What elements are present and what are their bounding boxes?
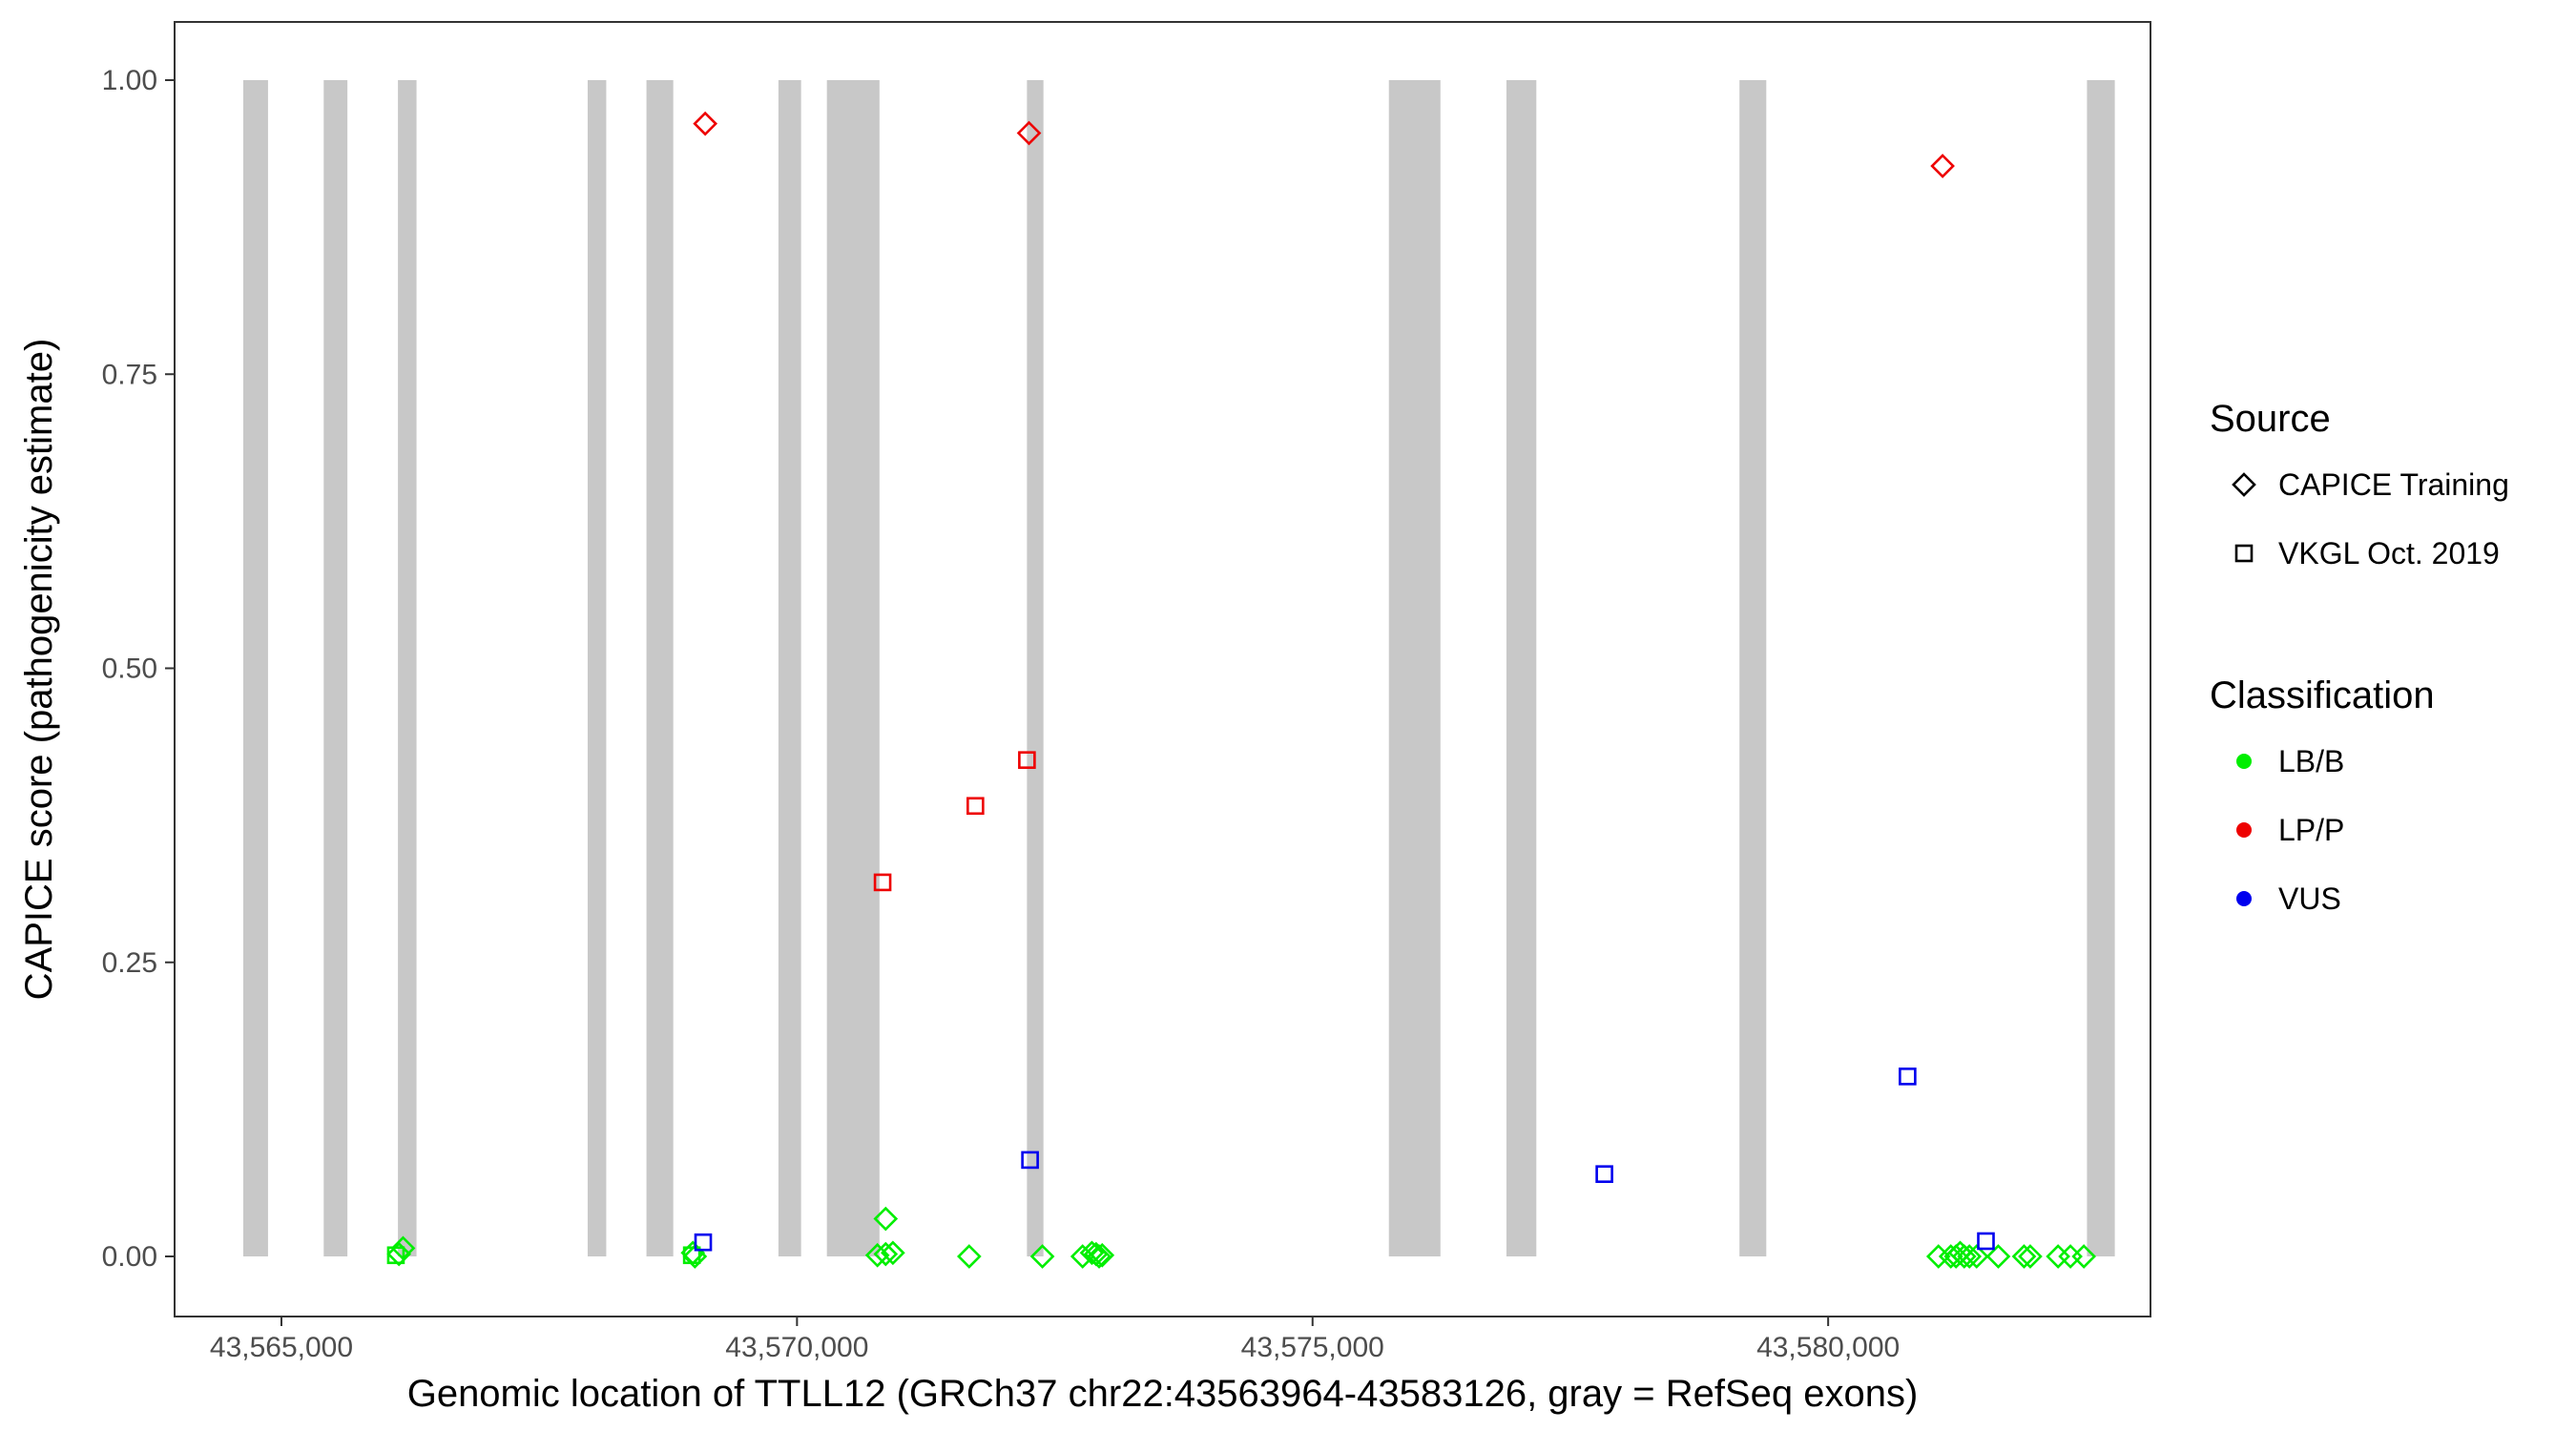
legend-source-title: Source (2210, 398, 2331, 440)
data-point-diamond (2071, 1244, 2097, 1269)
data-point-diamond (873, 1206, 899, 1232)
exon-band (2087, 80, 2115, 1256)
x-tick-label: 43,580,000 (1756, 1332, 1900, 1363)
exon-band (1739, 80, 1767, 1256)
legend-key-dot (2236, 822, 2252, 838)
data-point-diamond (1029, 1244, 1055, 1269)
data-point-square (1595, 1165, 1613, 1183)
data-point-diamond (1070, 1244, 1095, 1269)
y-axis-title: CAPICE score (pathogenicity estimate) (18, 339, 60, 1001)
data-point-diamond (873, 1241, 899, 1267)
data-point-square (966, 797, 985, 816)
data-point-diamond (1090, 1242, 1115, 1268)
y-tick-label: 0.25 (102, 947, 157, 979)
exon-band (1506, 80, 1537, 1256)
data-point-diamond (1087, 1244, 1111, 1269)
data-point-diamond (1016, 120, 1042, 146)
data-point-square (1899, 1068, 1917, 1086)
exon-bands (242, 80, 2115, 1256)
legend-class-title: Classification (2210, 674, 2435, 716)
exon-band (587, 80, 607, 1256)
data-points (386, 111, 2097, 1269)
legend-key-diamond (2232, 472, 2256, 497)
legend-class-entries: LB/B LP/P VUS (2236, 744, 2344, 916)
data-point-diamond (386, 1241, 412, 1267)
axes: 0.00 0.25 0.50 0.75 1.00 43,565,000 43,570,000… (102, 65, 1901, 1363)
legend-source-label: VKGL Oct. 2019 (2278, 536, 2500, 570)
y-tick-label: 0.75 (102, 359, 157, 390)
x-tick-label: 43,565,000 (210, 1332, 353, 1363)
exon-band (242, 80, 268, 1256)
exon-band (323, 80, 348, 1256)
data-point-square (873, 873, 892, 892)
data-point-diamond (957, 1244, 982, 1269)
exon-band (1388, 80, 1441, 1256)
legend-class-label: VUS (2278, 881, 2341, 916)
data-point-square (694, 1233, 713, 1252)
data-point-diamond (1963, 1244, 1989, 1269)
data-point-diamond (1957, 1244, 1983, 1269)
data-point-diamond (2011, 1244, 2037, 1269)
data-point-diamond (682, 1244, 708, 1269)
data-point-square (386, 1246, 405, 1265)
exon-band (398, 80, 417, 1256)
data-point-diamond (1930, 154, 1955, 178)
exon-band (646, 80, 674, 1256)
exon-band (778, 80, 801, 1256)
data-point-square (1021, 1151, 1039, 1170)
x-tick-label: 43,570,000 (725, 1332, 868, 1363)
legend-key-dot (2236, 754, 2252, 769)
legend-key-square (2234, 544, 2254, 563)
legend: Source CAPICE Training VKGL Oct. 2019 Cla… (2210, 398, 2509, 916)
data-point-diamond (881, 1240, 905, 1266)
legend-source-label: CAPICE Training (2278, 467, 2509, 502)
y-tick-label: 1.00 (102, 65, 157, 96)
legend-class-label: LB/B (2278, 744, 2344, 778)
x-tick-label: 43,575,000 (1241, 1332, 1384, 1363)
data-point-square (1018, 751, 1036, 769)
exon-band (826, 80, 880, 1256)
legend-class-label: LP/P (2278, 813, 2344, 847)
y-tick-label: 0.00 (102, 1241, 157, 1273)
data-point-square (1977, 1232, 1995, 1251)
data-point-diamond (693, 111, 718, 136)
data-point-square (682, 1246, 701, 1265)
data-point-diamond (1985, 1244, 2011, 1269)
x-axis-title: Genomic location of TTLL12 (GRCh37 chr22… (407, 1373, 1919, 1415)
y-tick-label: 0.50 (102, 653, 157, 685)
exon-band (1027, 80, 1044, 1256)
data-point-diamond (2018, 1244, 2043, 1269)
legend-source-entries: CAPICE Training VKGL Oct. 2019 (2232, 467, 2509, 570)
legend-key-dot (2236, 891, 2252, 906)
